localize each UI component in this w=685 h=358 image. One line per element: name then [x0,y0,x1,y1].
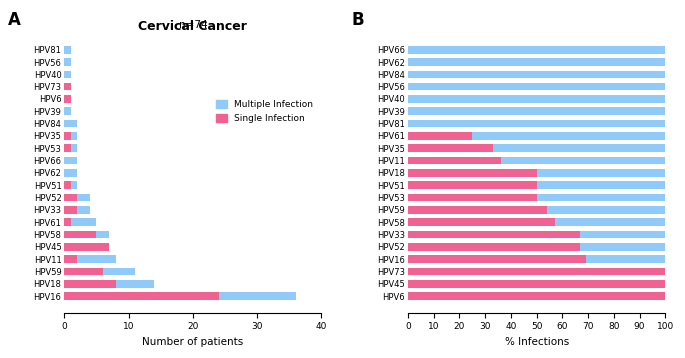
Bar [408,243,580,251]
Title: Cervical Cancer: Cervical Cancer [138,20,247,33]
Bar [555,218,665,226]
Bar [64,182,71,189]
Bar [586,255,665,263]
Bar [408,132,473,140]
Bar [116,280,154,287]
Bar [408,46,665,53]
Bar [408,83,665,91]
Bar [77,206,90,214]
Bar [64,169,77,177]
Bar [408,206,547,214]
Bar [408,120,665,127]
Bar [408,107,665,115]
Bar [473,132,665,140]
Bar [547,206,665,214]
Bar [64,71,71,78]
Bar [64,157,77,164]
Bar [71,132,77,140]
Bar [64,58,71,66]
Bar [64,132,71,140]
Bar [71,144,77,152]
Bar [64,120,77,127]
Text: B: B [351,11,364,29]
Bar [219,292,296,300]
Bar [77,255,116,263]
Bar [536,169,665,177]
Bar [64,144,71,152]
Bar [536,182,665,189]
X-axis label: % Infections: % Infections [505,337,569,347]
X-axis label: Number of patients: Number of patients [142,337,243,347]
Text: n=74: n=74 [179,20,207,30]
Bar [580,243,665,251]
Bar [408,280,665,287]
Bar [64,46,71,53]
Bar [64,243,109,251]
Text: A: A [8,11,21,29]
Bar [408,268,665,275]
Bar [408,157,501,164]
Bar [408,231,580,238]
Bar [71,182,77,189]
Bar [64,218,71,226]
Legend: Multiple Infection, Single Infection: Multiple Infection, Single Infection [212,96,317,126]
Bar [408,194,536,201]
Bar [64,280,116,287]
Bar [580,231,665,238]
Bar [64,107,71,115]
Bar [64,255,77,263]
Bar [408,144,493,152]
Bar [64,292,219,300]
Bar [408,255,586,263]
Bar [64,95,71,103]
Bar [64,206,77,214]
Bar [103,268,135,275]
Bar [77,194,90,201]
Bar [408,169,536,177]
Bar [536,194,665,201]
Bar [71,218,97,226]
Bar [408,218,555,226]
Bar [408,71,665,78]
Bar [408,182,536,189]
Bar [408,58,665,66]
Bar [408,95,665,103]
Bar [97,231,109,238]
Bar [493,144,665,152]
Bar [64,83,71,91]
Bar [501,157,665,164]
Bar [64,268,103,275]
Bar [408,292,665,300]
Bar [64,231,97,238]
Bar [64,194,77,201]
